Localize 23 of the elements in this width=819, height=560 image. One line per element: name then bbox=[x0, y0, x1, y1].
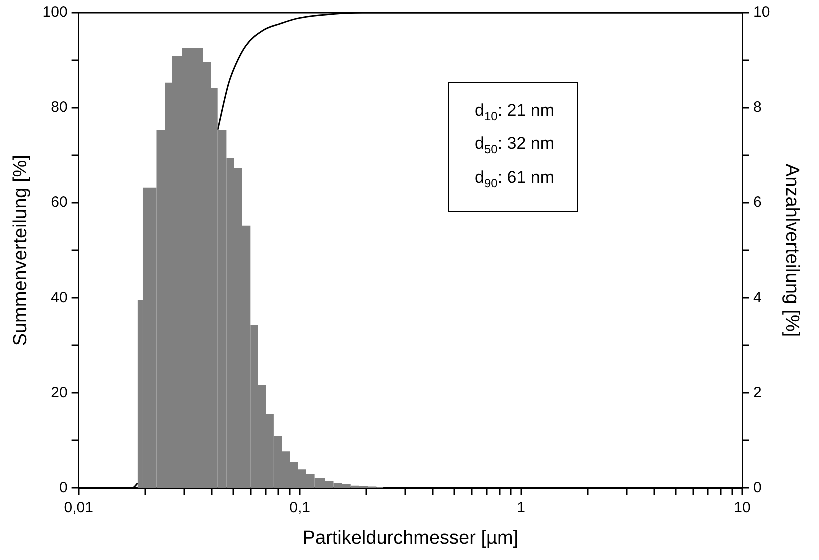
y-axis-title: Summenverteilung [%] bbox=[10, 155, 32, 346]
x-tick-label: 10 bbox=[734, 499, 751, 516]
y2-tick-label: 6 bbox=[754, 194, 762, 212]
y-tick-label: 0 bbox=[59, 479, 68, 496]
annotation: d$_{90}$: 61 nm bbox=[475, 166, 555, 192]
y-tick-label: 20 bbox=[51, 384, 68, 402]
x-tick-label: 0,1 bbox=[290, 499, 310, 516]
y-tick-label: 40 bbox=[51, 289, 68, 306]
y2-tick-label: 2 bbox=[754, 384, 762, 402]
text-box: d$_{10}$: 21 nm d$_{50}$: 32 nm d$_{90}$: 61 nm bbox=[448, 82, 578, 212]
y2-tick-label: 8 bbox=[754, 99, 762, 116]
y2-tick-label: 4 bbox=[754, 289, 762, 306]
annotation: d$_{50}$: 32 nm bbox=[475, 133, 555, 159]
y2-tick-label: 0 bbox=[754, 479, 762, 496]
y-tick-label: 100 bbox=[42, 4, 68, 22]
y2-tick-label: 10 bbox=[754, 4, 770, 22]
x-tick-label: 0,01 bbox=[64, 499, 94, 516]
x-axis-title: Partikeldurchmesser [µm] bbox=[302, 528, 519, 549]
y-tick-label: 80 bbox=[51, 99, 68, 116]
annotation: d$_{10}$: 21 nm bbox=[475, 100, 555, 126]
y2-axis-title: Anzahlverteilung [%] bbox=[781, 164, 802, 338]
y-tick-label: 60 bbox=[51, 194, 68, 212]
x-tick-label: 1 bbox=[517, 499, 526, 516]
